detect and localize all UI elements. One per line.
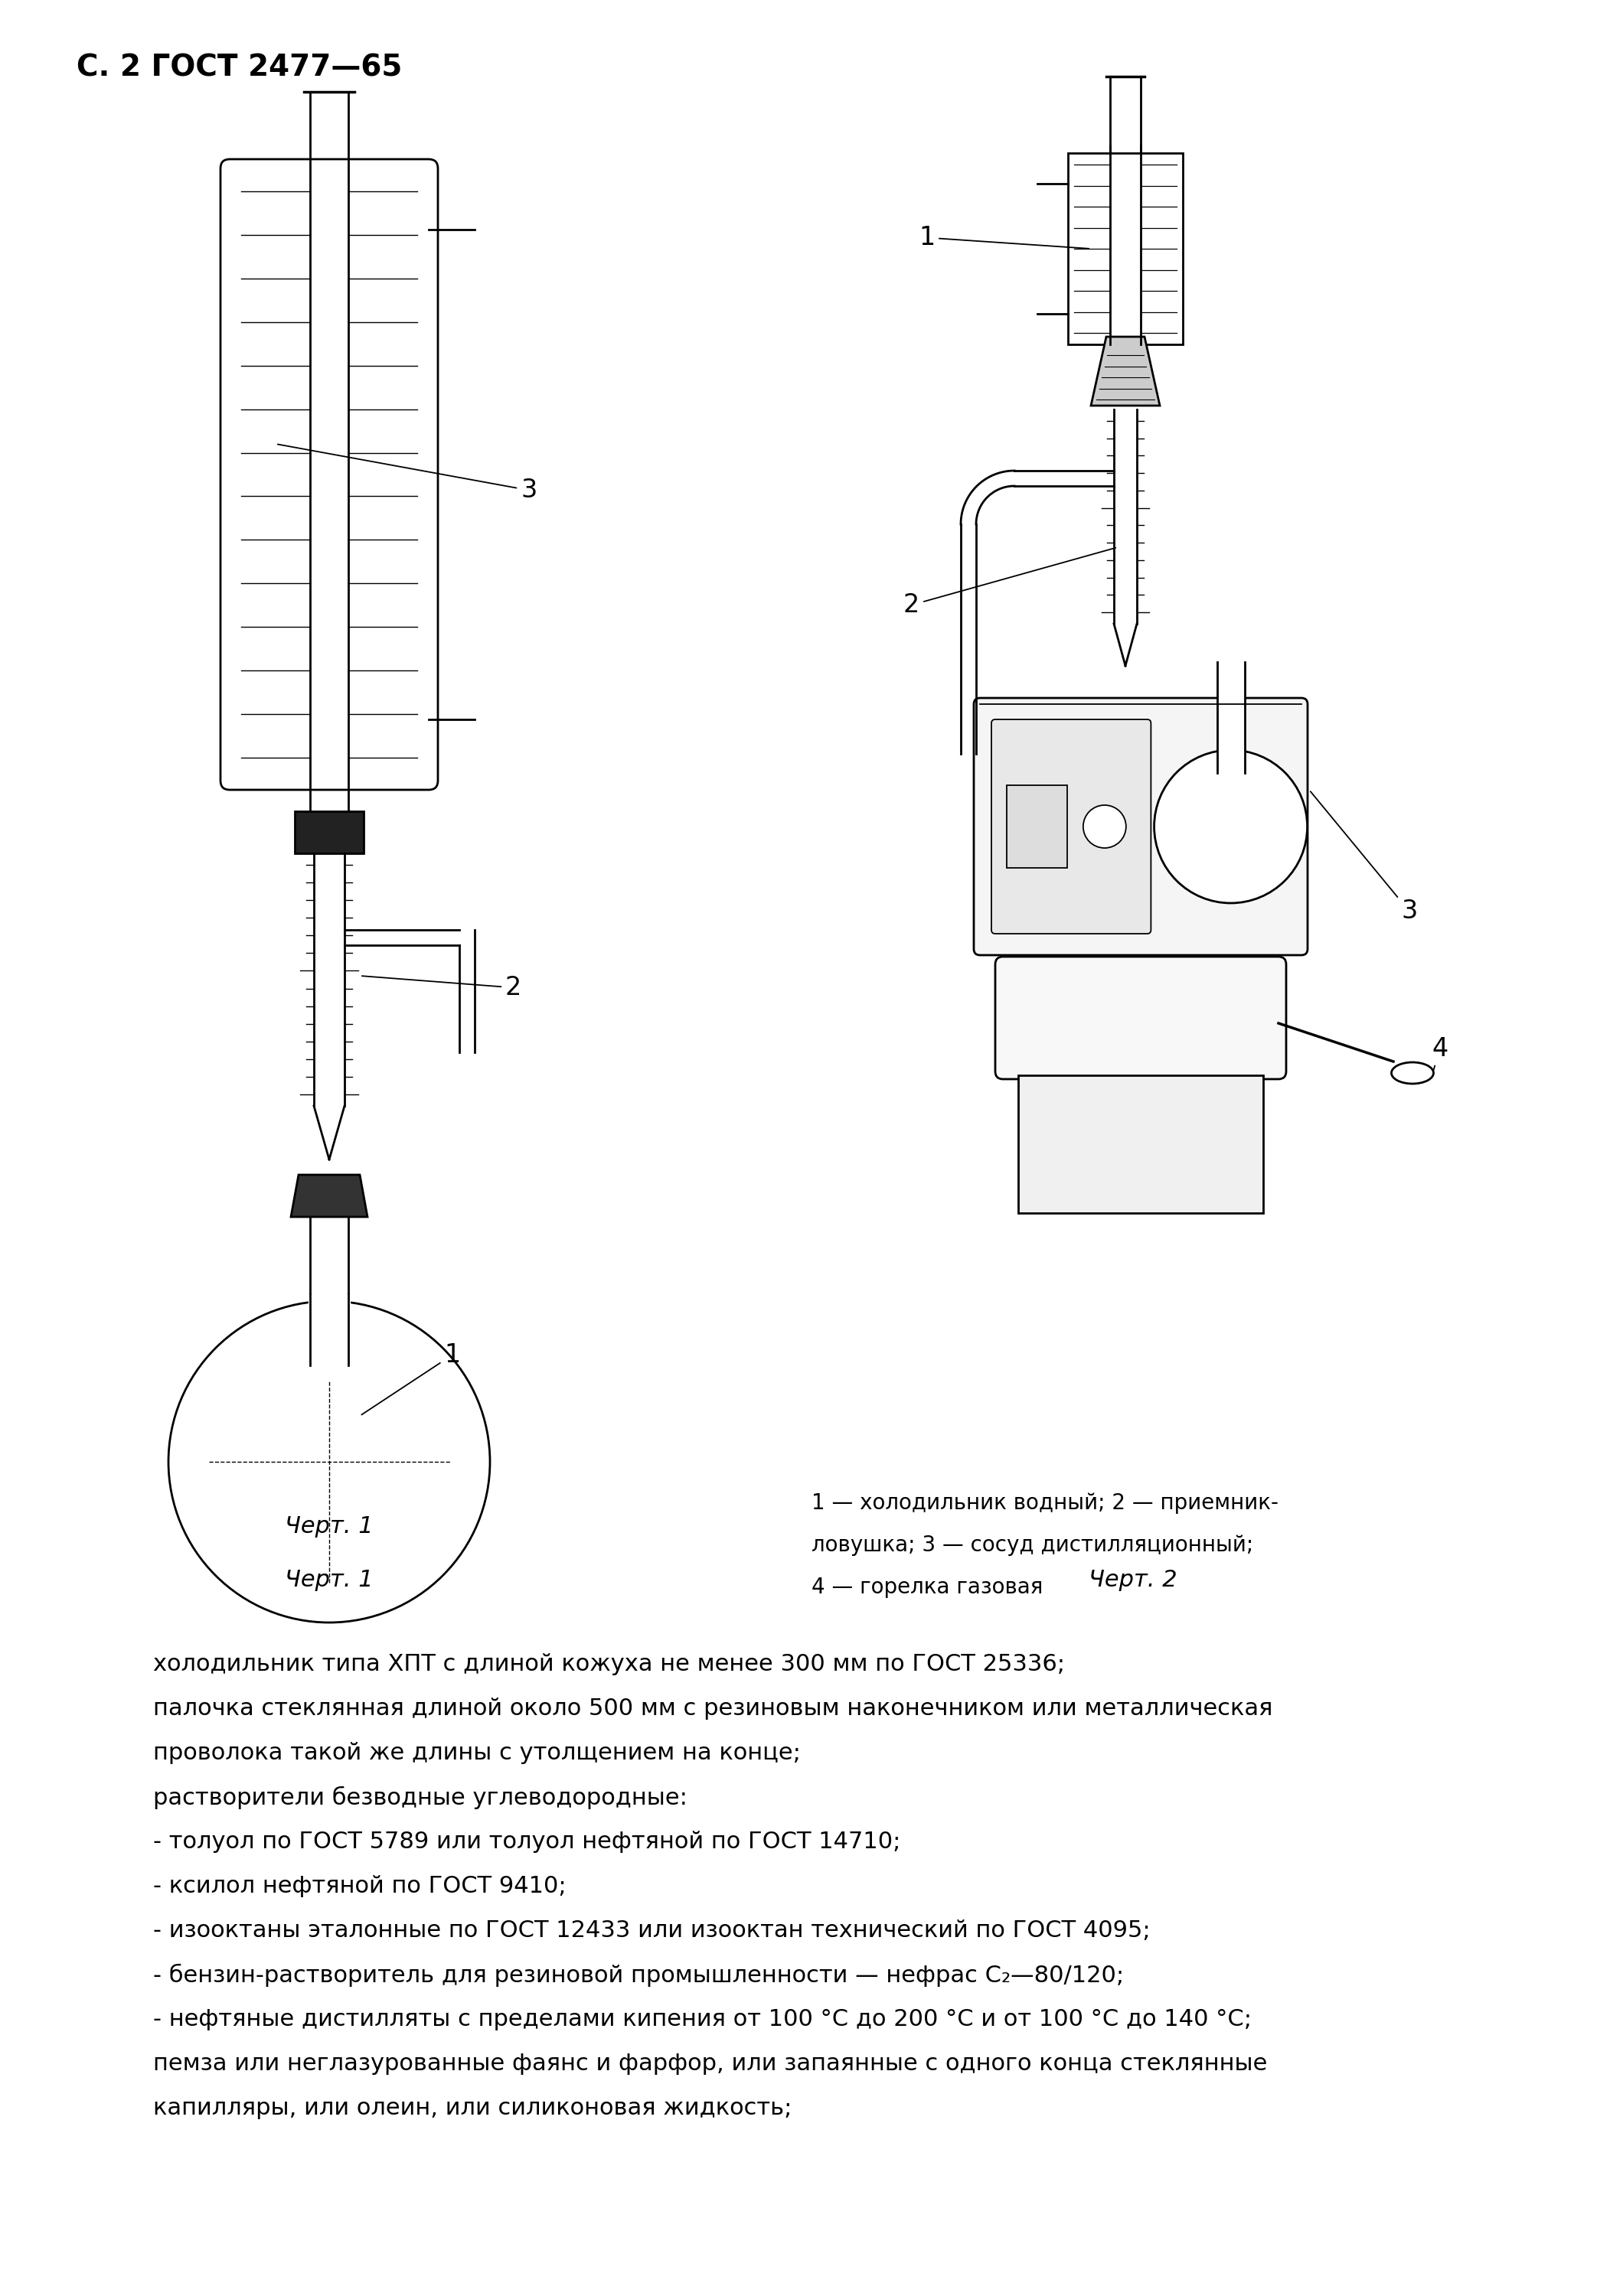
Circle shape: [1154, 751, 1307, 902]
Text: - изооктаны эталонные по ГОСТ 12433 или изооктан технический по ГОСТ 4095;: - изооктаны эталонные по ГОСТ 12433 или …: [153, 1919, 1151, 1942]
Text: Черт. 1: Черт. 1: [286, 1568, 373, 1591]
Polygon shape: [1091, 338, 1160, 406]
Text: - нефтяные дистилляты с пределами кипения от 100 °С до 200 °С и от 100 °С до 140: - нефтяные дистилляты с пределами кипени…: [153, 2009, 1251, 2030]
Text: холодильник типа ХПТ с длиной кожуха не менее 300 мм по ГОСТ 25336;: холодильник типа ХПТ с длиной кожуха не …: [153, 1653, 1065, 1676]
Text: С. 2 ГОСТ 2477—65: С. 2 ГОСТ 2477—65: [76, 53, 403, 83]
Text: 2: 2: [904, 549, 1115, 618]
FancyBboxPatch shape: [995, 957, 1285, 1079]
Text: Черт. 2: Черт. 2: [1089, 1568, 1177, 1591]
Text: 3: 3: [278, 443, 537, 503]
Text: - ксилол нефтяной по ГОСТ 9410;: - ксилол нефтяной по ГОСТ 9410;: [153, 1876, 566, 1896]
Circle shape: [1083, 806, 1126, 847]
Text: пемза или неглазурованные фаянс и фарфор, или запаянные с одного конца стеклянны: пемза или неглазурованные фаянс и фарфор…: [153, 2053, 1268, 2076]
Text: растворители безводные углеводородные:: растворители безводные углеводородные:: [153, 1786, 688, 1809]
Text: 4: 4: [1431, 1035, 1448, 1075]
Text: 2: 2: [362, 976, 521, 1001]
Text: палочка стеклянная длиной около 500 мм с резиновым наконечником или металлическа: палочка стеклянная длиной около 500 мм с…: [153, 1697, 1272, 1720]
Circle shape: [169, 1302, 490, 1623]
Bar: [1006, 785, 1068, 868]
Text: капилляры, или олеин, или силиконовая жидкость;: капилляры, или олеин, или силиконовая жи…: [153, 2096, 792, 2119]
Text: 1: 1: [362, 1343, 461, 1414]
Text: 3: 3: [1310, 792, 1417, 923]
Polygon shape: [291, 1176, 367, 1217]
Polygon shape: [295, 810, 364, 854]
FancyBboxPatch shape: [221, 158, 438, 790]
Text: 4 — горелка газовая: 4 — горелка газовая: [812, 1577, 1044, 1598]
FancyBboxPatch shape: [992, 719, 1151, 934]
Text: 1: 1: [919, 225, 1089, 250]
Text: - бензин-растворитель для резиновой промышленности — нефрас С₂—80/120;: - бензин-растворитель для резиновой пром…: [153, 1963, 1125, 1986]
Ellipse shape: [1391, 1063, 1433, 1084]
Text: 1 — холодильник водный; 2 — приемник-: 1 — холодильник водный; 2 — приемник-: [812, 1492, 1279, 1513]
Text: Черт. 1: Черт. 1: [286, 1515, 373, 1538]
Bar: [1018, 1075, 1263, 1212]
Bar: [1068, 154, 1183, 344]
Text: ловушка; 3 — сосуд дистилляционный;: ловушка; 3 — сосуд дистилляционный;: [812, 1534, 1253, 1557]
Text: проволока такой же длины с утолщением на конце;: проволока такой же длины с утолщением на…: [153, 1743, 800, 1763]
Text: - толуол по ГОСТ 5789 или толуол нефтяной по ГОСТ 14710;: - толуол по ГОСТ 5789 или толуол нефтяно…: [153, 1830, 901, 1853]
FancyBboxPatch shape: [974, 698, 1308, 955]
